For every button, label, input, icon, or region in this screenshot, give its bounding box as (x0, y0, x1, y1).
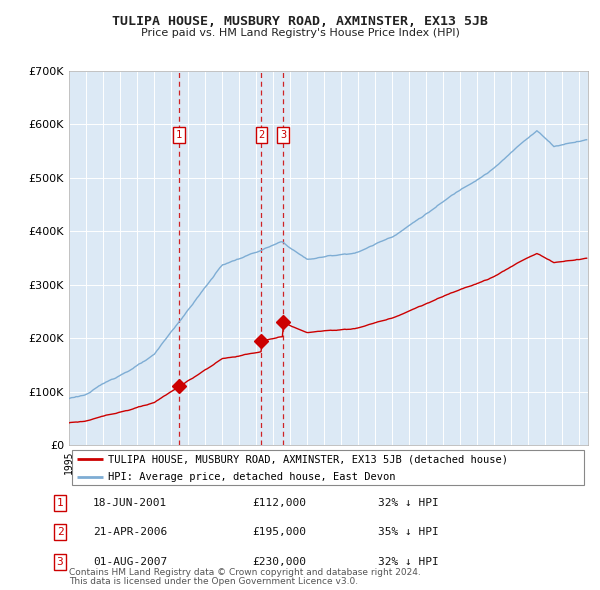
Text: 3: 3 (56, 557, 64, 566)
Text: 01-AUG-2007: 01-AUG-2007 (93, 557, 167, 566)
FancyBboxPatch shape (71, 450, 584, 485)
Text: £230,000: £230,000 (252, 557, 306, 566)
Text: 3: 3 (280, 130, 286, 140)
Text: 32% ↓ HPI: 32% ↓ HPI (378, 498, 439, 507)
Text: Contains HM Land Registry data © Crown copyright and database right 2024.: Contains HM Land Registry data © Crown c… (69, 568, 421, 577)
Text: 21-APR-2006: 21-APR-2006 (93, 527, 167, 537)
Text: 18-JUN-2001: 18-JUN-2001 (93, 498, 167, 507)
Text: £112,000: £112,000 (252, 498, 306, 507)
Text: TULIPA HOUSE, MUSBURY ROAD, AXMINSTER, EX13 5JB: TULIPA HOUSE, MUSBURY ROAD, AXMINSTER, E… (112, 15, 488, 28)
Text: 2: 2 (259, 130, 265, 140)
Text: 35% ↓ HPI: 35% ↓ HPI (378, 527, 439, 537)
Text: This data is licensed under the Open Government Licence v3.0.: This data is licensed under the Open Gov… (69, 578, 358, 586)
Text: Price paid vs. HM Land Registry's House Price Index (HPI): Price paid vs. HM Land Registry's House … (140, 28, 460, 38)
Text: £195,000: £195,000 (252, 527, 306, 537)
Text: HPI: Average price, detached house, East Devon: HPI: Average price, detached house, East… (108, 472, 395, 482)
Text: 2: 2 (56, 527, 64, 537)
Text: 32% ↓ HPI: 32% ↓ HPI (378, 557, 439, 566)
Text: 1: 1 (56, 498, 64, 507)
Text: 1: 1 (176, 130, 182, 140)
Text: TULIPA HOUSE, MUSBURY ROAD, AXMINSTER, EX13 5JB (detached house): TULIPA HOUSE, MUSBURY ROAD, AXMINSTER, E… (108, 454, 508, 464)
